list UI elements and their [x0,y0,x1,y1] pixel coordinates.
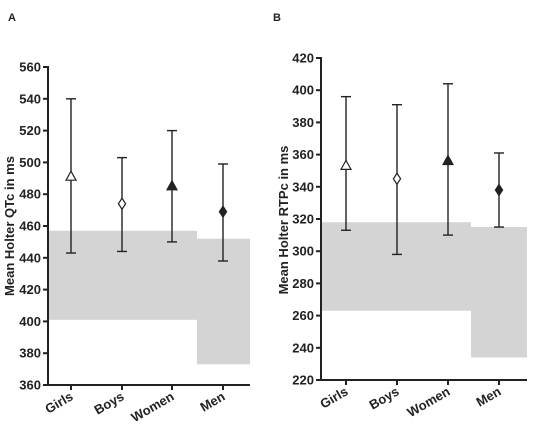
panel-a-category-label-women: Women [129,389,177,425]
panel-b-y-tick-label: 360 [292,147,314,162]
panel-b-y-tick-label: 300 [292,244,314,259]
panel-a-y-tick-label: 440 [19,250,41,265]
panel-a-mean-marker-women [165,179,179,191]
panel-b-category-label-women: Women [405,384,453,420]
panel-b-mean-marker-men [494,183,504,197]
panel-b-letter: B [273,12,281,24]
panel-a-y-axis-title: Mean Holter QTc in ms [2,156,17,296]
panel-a-y-tick-label: 400 [19,314,41,329]
panel-b-y-tick-label: 340 [292,179,314,194]
panel-b-mean-marker-women [441,154,455,166]
panel-b-mean-marker-girls [339,159,353,170]
panel-b-y-tick-label: 260 [292,308,314,323]
panel-a-y-tick-label: 360 [19,378,41,393]
panel-b-y-axis-title: Mean Holter RTPc in ms [276,146,291,295]
panel-a: A 360 380 400 420 440 460 480 500 520 540 560 Girls… [2,12,250,425]
panel-a-category-label-boys: Boys [91,389,126,418]
panel-b-y-tick-label: 400 [292,83,314,98]
panel-a-y-tick-label: 500 [19,155,41,170]
panel-b-category-label-men: Men [473,384,503,410]
panel-b-y-tick-label: 280 [292,276,314,291]
panel-a-y-tick-label: 460 [19,219,41,234]
panel-a-mean-marker-boys [117,197,127,211]
panel-b-y-tick-label: 420 [292,51,314,66]
panel-b: B 220 240 260 280 300 320 340 360 380 400 420 Girls… [273,12,527,420]
panel-a-y-tick-label: 540 [19,91,41,106]
panel-a-y-tick-label: 480 [19,187,41,202]
panel-b-reference-band-1 [321,222,471,311]
panel-a-category-label-men: Men [197,389,227,415]
panel-a-mean-marker-men [218,205,228,219]
panel-b-category-label-boys: Boys [366,384,401,413]
panel-b-reference-band-2 [471,227,527,358]
panel-a-category-label-girls: Girls [42,389,75,417]
panel-a-letter: A [8,12,16,24]
panel-b-y-tick-label: 220 [292,373,314,388]
panel-a-y-tick-label: 380 [19,346,41,361]
panel-b-category-label-girls: Girls [317,384,350,412]
panel-b-y-tick-label: 240 [292,340,314,355]
panel-b-y-tick-label: 320 [292,212,314,227]
panel-a-y-tick-label: 560 [19,60,41,75]
panel-b-y-tick-label: 380 [292,115,314,130]
panel-a-y-tick-label: 420 [19,282,41,297]
panel-b-mean-marker-boys [392,172,402,186]
panel-a-mean-marker-girls [64,169,78,181]
panel-a-y-tick-label: 520 [19,123,41,138]
